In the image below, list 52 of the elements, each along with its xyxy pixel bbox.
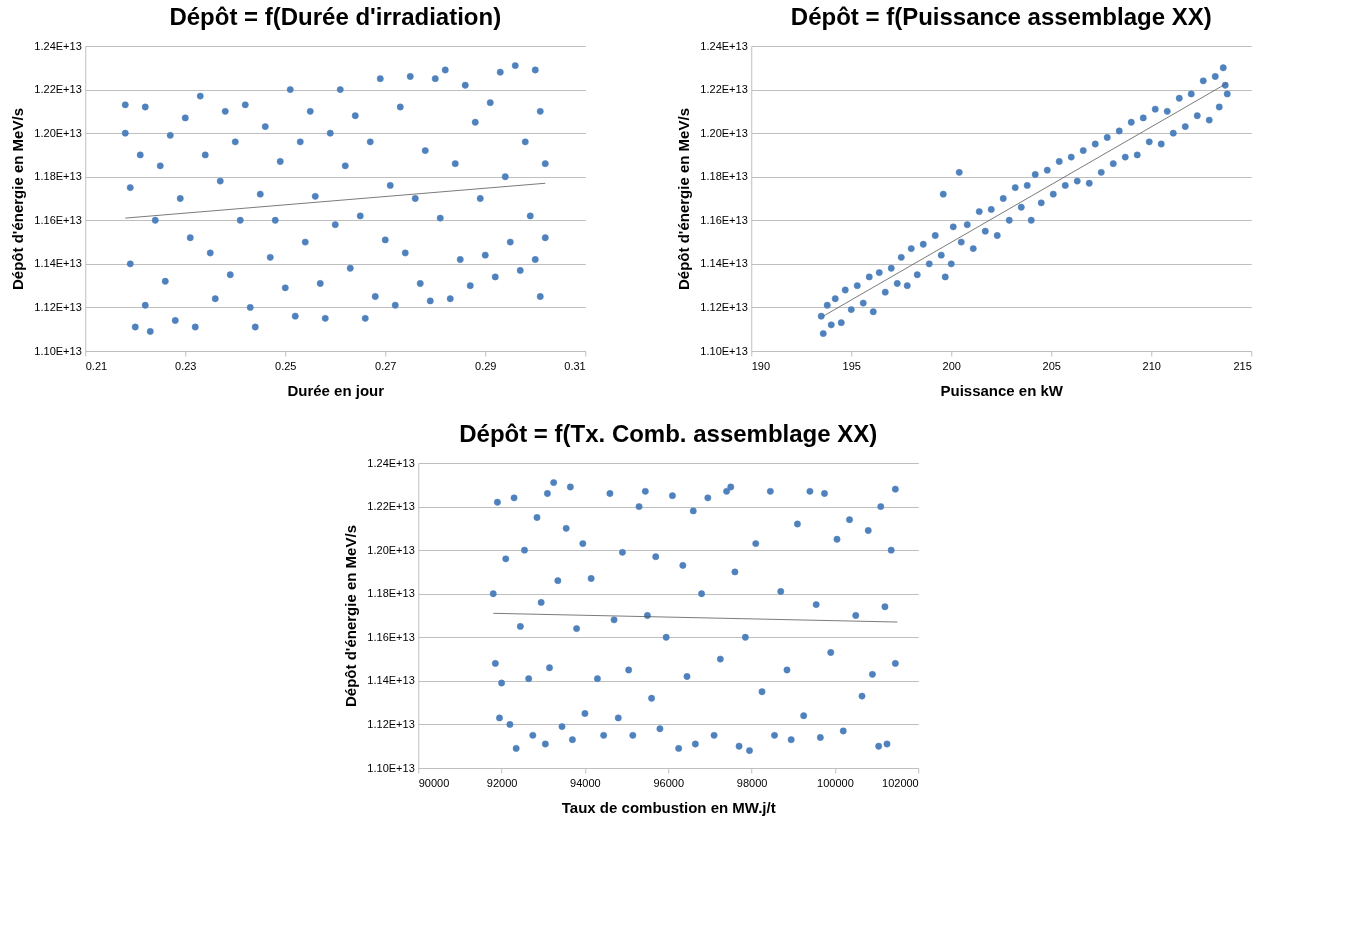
chart-title: Dépôt = f(Puissance assemblage XX) bbox=[790, 3, 1212, 30]
y-tick-label: 1.24E+13 bbox=[367, 456, 415, 469]
chart-title: Dépôt = f(Tx. Comb. assemblage XX) bbox=[459, 420, 878, 447]
x-tick-label: 215 bbox=[1233, 359, 1252, 372]
y-tick-label: 1.12E+13 bbox=[700, 300, 748, 313]
x-tick-label: 96000 bbox=[653, 776, 685, 789]
y-tick-label: 1.14E+13 bbox=[34, 257, 82, 270]
x-tick-label: 98000 bbox=[736, 776, 768, 789]
y-tick-label: 1.22E+13 bbox=[367, 500, 415, 513]
y-tick-label: 1.12E+13 bbox=[367, 717, 415, 730]
x-tick-label: 0.23 bbox=[175, 359, 197, 372]
x-axis-title: Durée en jour bbox=[287, 381, 385, 399]
x-axis-title: Puissance en kW bbox=[940, 381, 1064, 399]
x-tick-label: 190 bbox=[751, 359, 771, 372]
y-tick-label: 1.16E+13 bbox=[700, 213, 748, 226]
y-tick-label: 1.16E+13 bbox=[34, 213, 82, 226]
y-tick-label: 1.24E+13 bbox=[34, 39, 82, 52]
x-tick-label: 100000 bbox=[817, 776, 854, 789]
x-tick-label: 0.25 bbox=[275, 359, 297, 372]
y-tick-label: 1.14E+13 bbox=[367, 674, 415, 687]
y-tick-label: 1.10E+13 bbox=[34, 344, 82, 357]
x-tick-label: 90000 bbox=[418, 776, 450, 789]
y-tick-label: 1.24E+13 bbox=[700, 39, 748, 52]
x-tick-label: 102000 bbox=[882, 776, 919, 789]
x-tick-label: 0.29 bbox=[475, 359, 497, 372]
y-axis-title: Dépôt d'énergie en MeV/s bbox=[9, 108, 27, 290]
chart-title: Dépôt = f(Durée d'irradiation) bbox=[169, 3, 502, 30]
y-tick-label: 1.10E+13 bbox=[367, 761, 415, 774]
y-axis-title: Dépôt d'énergie en MeV/s bbox=[675, 108, 693, 290]
y-tick-label: 1.18E+13 bbox=[367, 587, 415, 600]
y-tick-label: 1.10E+13 bbox=[700, 344, 748, 357]
y-tick-label: 1.22E+13 bbox=[700, 83, 748, 96]
x-tick-label: 0.27 bbox=[375, 359, 397, 372]
y-tick-label: 1.22E+13 bbox=[34, 83, 82, 96]
y-tick-label: 1.16E+13 bbox=[367, 630, 415, 643]
y-tick-label: 1.20E+13 bbox=[700, 126, 748, 139]
x-tick-label: 210 bbox=[1142, 359, 1161, 372]
x-tick-label: 200 bbox=[942, 359, 961, 372]
x-tick-label: 195 bbox=[842, 359, 861, 372]
y-tick-label: 1.14E+13 bbox=[700, 257, 748, 270]
y-tick-label: 1.18E+13 bbox=[34, 170, 82, 183]
x-tick-label: 94000 bbox=[570, 776, 601, 789]
x-tick-label: 205 bbox=[1042, 359, 1061, 372]
y-tick-label: 1.18E+13 bbox=[700, 170, 748, 183]
y-tick-label: 1.20E+13 bbox=[34, 126, 82, 139]
y-tick-label: 1.20E+13 bbox=[367, 543, 415, 556]
y-axis-title: Dépôt d'énergie en MeV/s bbox=[342, 525, 360, 707]
x-axis-title: Taux de combustion en MW.j/t bbox=[561, 798, 776, 816]
x-tick-label: 0.31 bbox=[564, 359, 586, 372]
y-tick-label: 1.12E+13 bbox=[34, 300, 82, 313]
x-tick-label: 0.21 bbox=[85, 359, 108, 372]
x-tick-label: 92000 bbox=[486, 776, 518, 789]
